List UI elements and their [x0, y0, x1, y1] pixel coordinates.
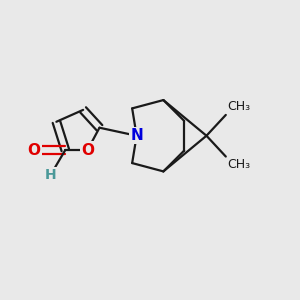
Text: H: H [45, 168, 56, 182]
Text: N: N [130, 128, 143, 143]
Text: CH₃: CH₃ [227, 100, 250, 113]
Text: O: O [28, 142, 40, 158]
Text: O: O [81, 142, 94, 158]
Text: CH₃: CH₃ [227, 158, 250, 171]
